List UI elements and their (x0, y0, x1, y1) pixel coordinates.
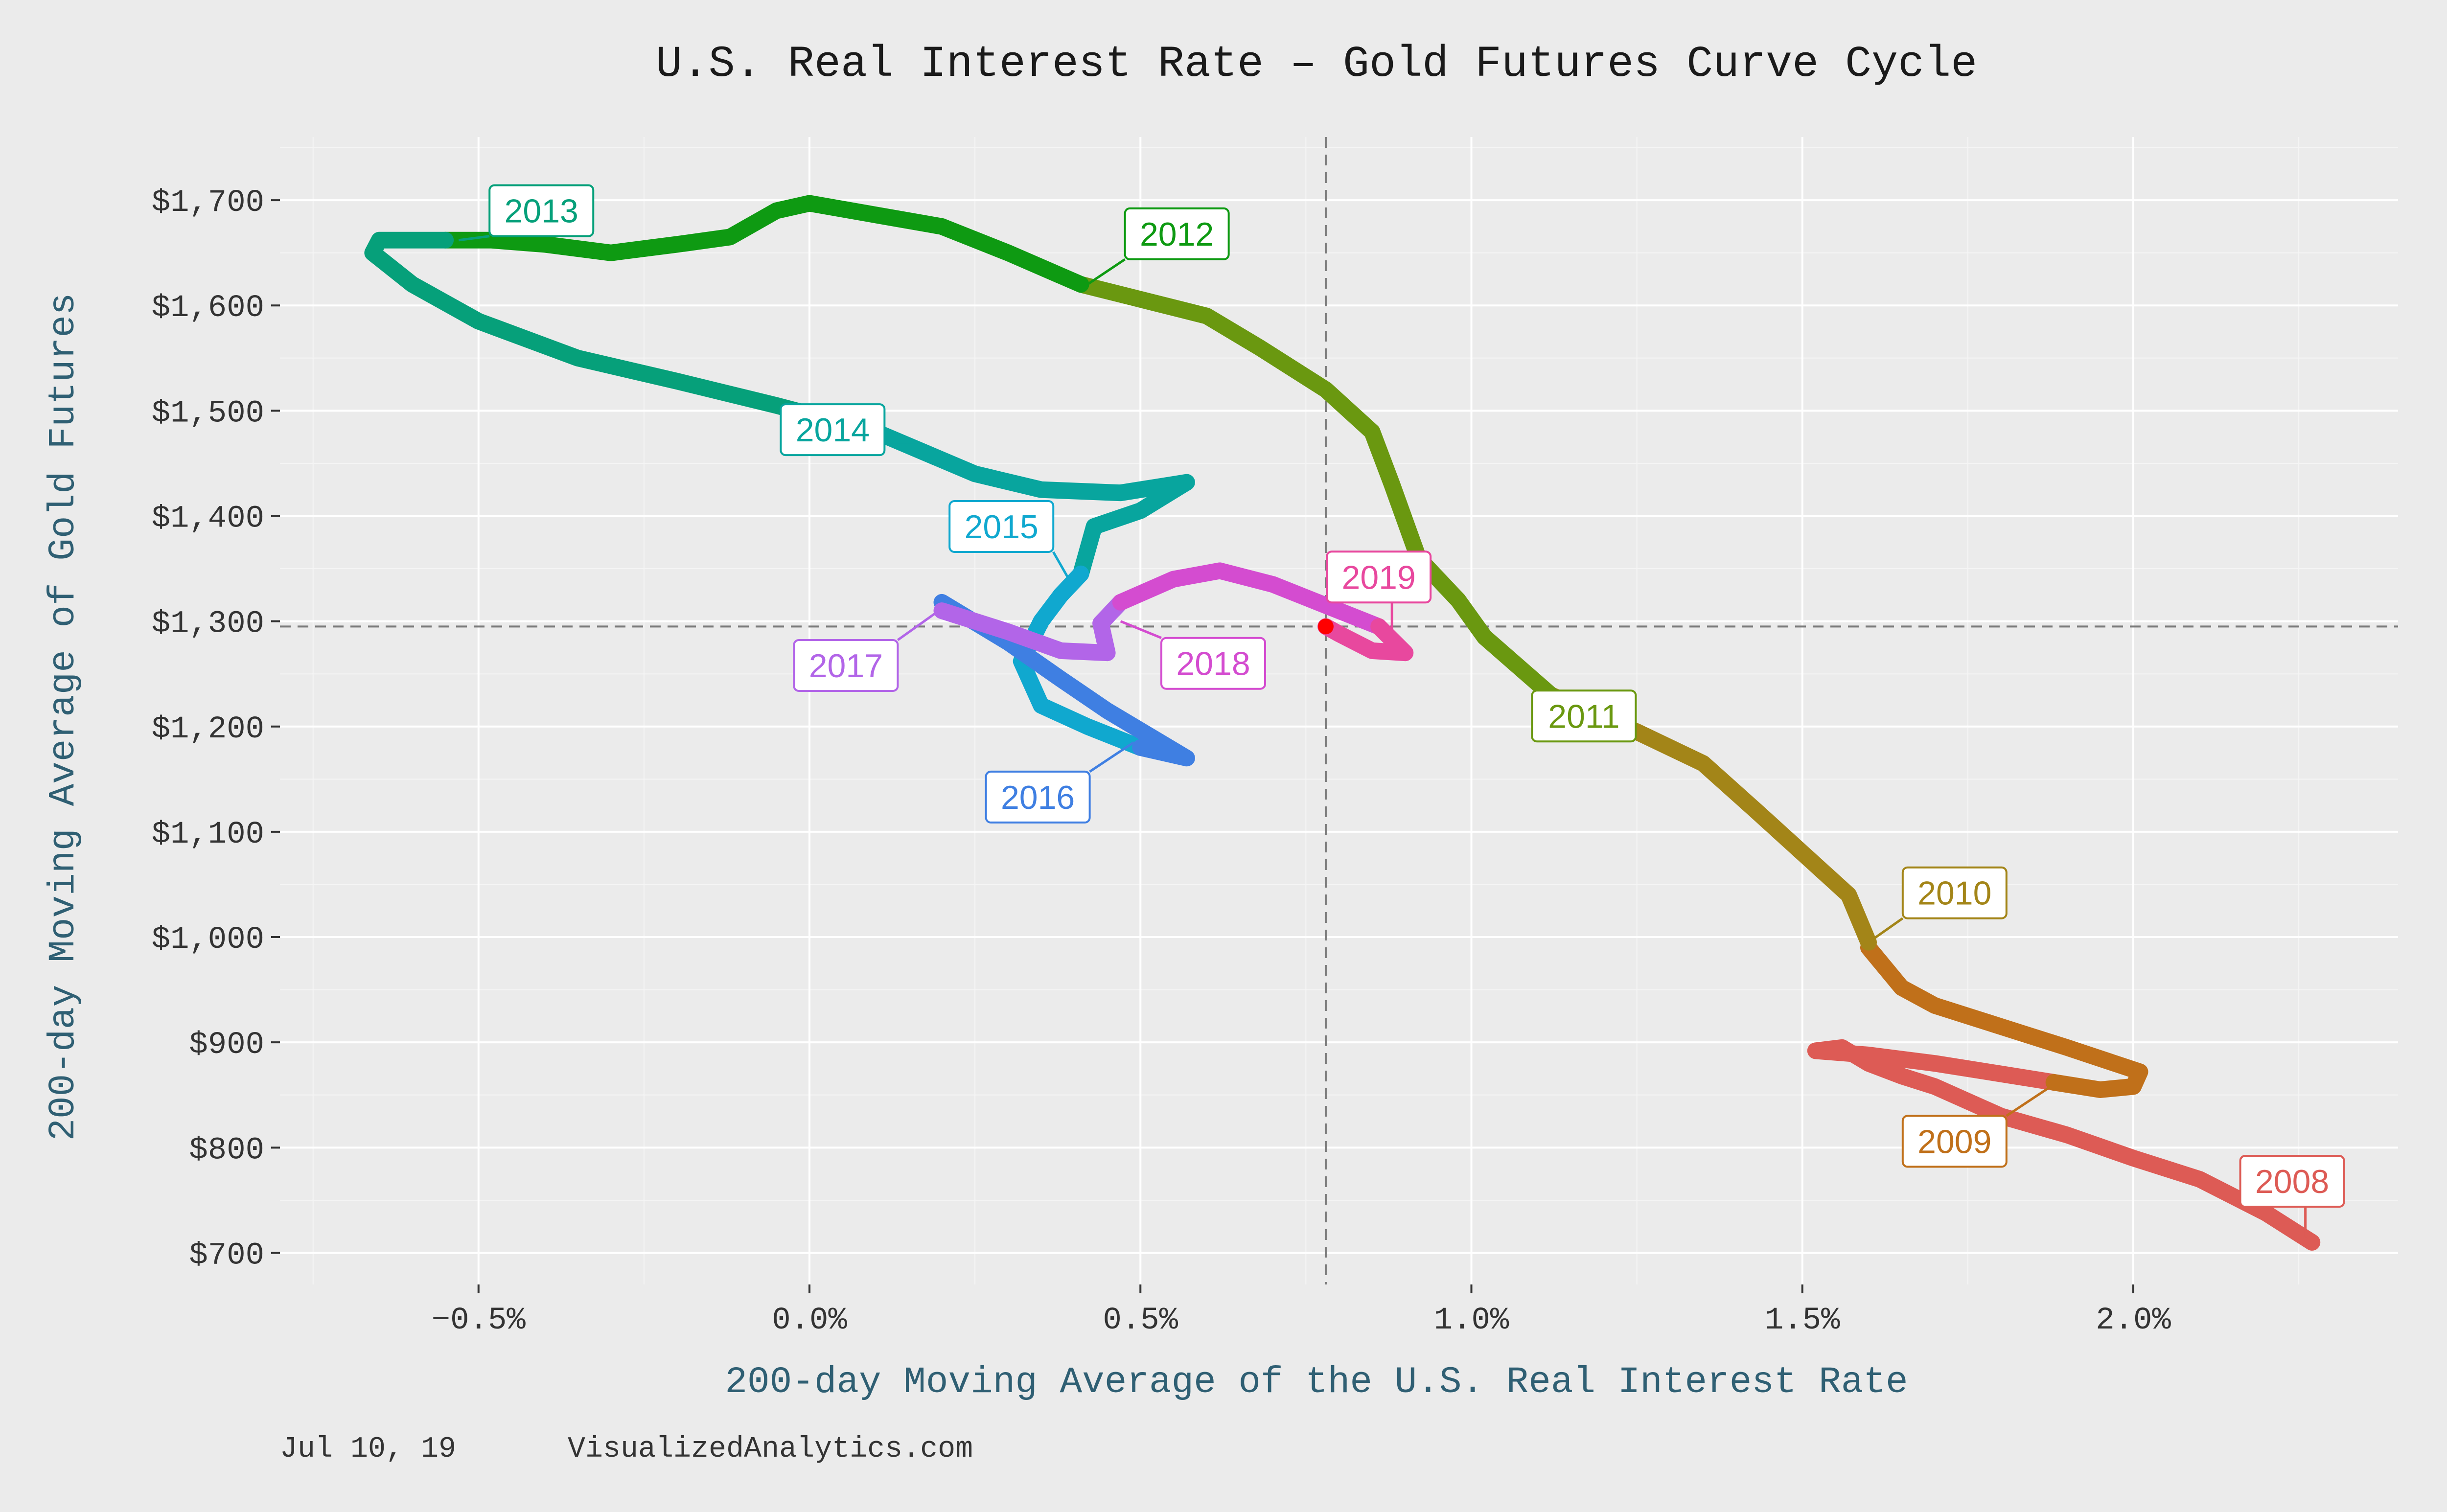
y-tick-label: $1,700 (152, 185, 264, 221)
year-label-text: 2019 (1342, 559, 1416, 596)
label-leader-2009 (2006, 1083, 2055, 1117)
year-label-2014: 2014 (780, 403, 886, 457)
year-label-box (948, 500, 1055, 553)
label-leader-2012 (1086, 258, 1126, 286)
year-label-box (1901, 866, 2008, 919)
year-label-text: 2015 (965, 508, 1039, 546)
label-leader-2015 (1052, 551, 1069, 578)
year-label-2017: 2017 (793, 639, 899, 692)
label-leader-2017 (897, 607, 943, 641)
footer-date: Jul 10, 19 (280, 1433, 456, 1466)
y-tick-label: $900 (189, 1028, 264, 1063)
year-label-text: 2016 (1001, 779, 1075, 816)
y-tick-label: $1,100 (152, 817, 264, 852)
year-label-2008: 2008 (2239, 1155, 2345, 1208)
year-label-2015: 2015 (948, 500, 1055, 553)
year-label-2009: 2009 (1901, 1115, 2008, 1168)
year-label-2018: 2018 (1160, 637, 1267, 690)
year-label-2016: 2016 (985, 770, 1091, 824)
year-label-text: 2010 (1917, 875, 1991, 912)
current-point (1317, 619, 1334, 635)
x-axis-title: 200-day Moving Average of the U.S. Real … (725, 1361, 1908, 1403)
series-line-2019 (1317, 618, 1414, 662)
series-line-2011 (1072, 276, 1559, 704)
year-label-box (1326, 550, 1432, 604)
year-label-box (2239, 1155, 2345, 1208)
year-label-2011: 2011 (1531, 689, 1637, 743)
year-label-text: 2018 (1176, 645, 1250, 683)
series-line-2014 (867, 423, 1195, 582)
y-tick-label: $1,000 (152, 922, 264, 958)
year-label-2019: 2019 (1326, 550, 1432, 604)
year-label-box (780, 403, 886, 457)
year-label-2010: 2010 (1901, 866, 2008, 919)
year-label-box (1124, 207, 1230, 260)
year-label-text: 2011 (1548, 698, 1619, 735)
year-label-box (985, 770, 1091, 824)
series-line-2018 (1112, 562, 1387, 635)
series-line-2017 (933, 594, 1129, 662)
year-label-text: 2017 (809, 647, 883, 685)
series-line-2012 (437, 195, 1089, 293)
x-tick-label: 1.0% (1434, 1303, 1509, 1338)
year-label-box (1531, 689, 1637, 743)
label-leader-2013 (458, 235, 490, 242)
x-tick-label: 0.0% (772, 1303, 847, 1338)
y-tick-label: $1,400 (152, 501, 264, 536)
series-line-2010 (1542, 687, 1877, 951)
year-label-text: 2014 (796, 412, 870, 449)
year-label-text: 2012 (1140, 216, 1214, 253)
y-tick-label: $1,300 (152, 607, 264, 642)
series-line-2008 (1807, 1039, 2321, 1251)
year-label-box (488, 184, 595, 237)
year-label-text: 2013 (505, 193, 578, 230)
series-line-2009 (1860, 939, 2148, 1098)
x-tick-label: −0.5% (432, 1303, 526, 1338)
year-label-text: 2008 (2255, 1163, 2329, 1200)
x-tick-label: 0.5% (1103, 1303, 1178, 1338)
x-tick-label: 2.0% (2096, 1303, 2171, 1338)
label-leader-2018 (1120, 620, 1162, 640)
year-label-box (1160, 637, 1267, 690)
y-tick-label: $1,600 (152, 291, 264, 326)
label-leader-2016 (1089, 741, 1135, 773)
year-label-box (1901, 1115, 2008, 1168)
x-tick-label: 1.5% (1765, 1303, 1840, 1338)
year-label-2012: 2012 (1124, 207, 1230, 260)
y-tick-label: $1,500 (152, 396, 264, 431)
chart-title: U.S. Real Interest Rate – Gold Futures C… (656, 40, 1977, 90)
y-axis-title: 200-day Moving Average of Gold Futures (43, 293, 85, 1141)
plot-area: −0.5% 0.0% 0.5% 1.0% 1.5% 2.0% $700 $800 $900 $1,… (152, 137, 2398, 1338)
year-label-text: 2009 (1917, 1123, 1991, 1160)
y-tick-label: $800 (189, 1133, 264, 1168)
series-line-2013 (364, 231, 884, 440)
y-tick-label: $1,200 (152, 712, 264, 747)
year-label-2013: 2013 (488, 184, 595, 237)
year-label-box (793, 639, 899, 692)
y-tick-label: $700 (189, 1238, 264, 1273)
footer-source: VisualizedAnalytics.com (568, 1433, 973, 1466)
label-leader-2010 (1868, 917, 1904, 943)
